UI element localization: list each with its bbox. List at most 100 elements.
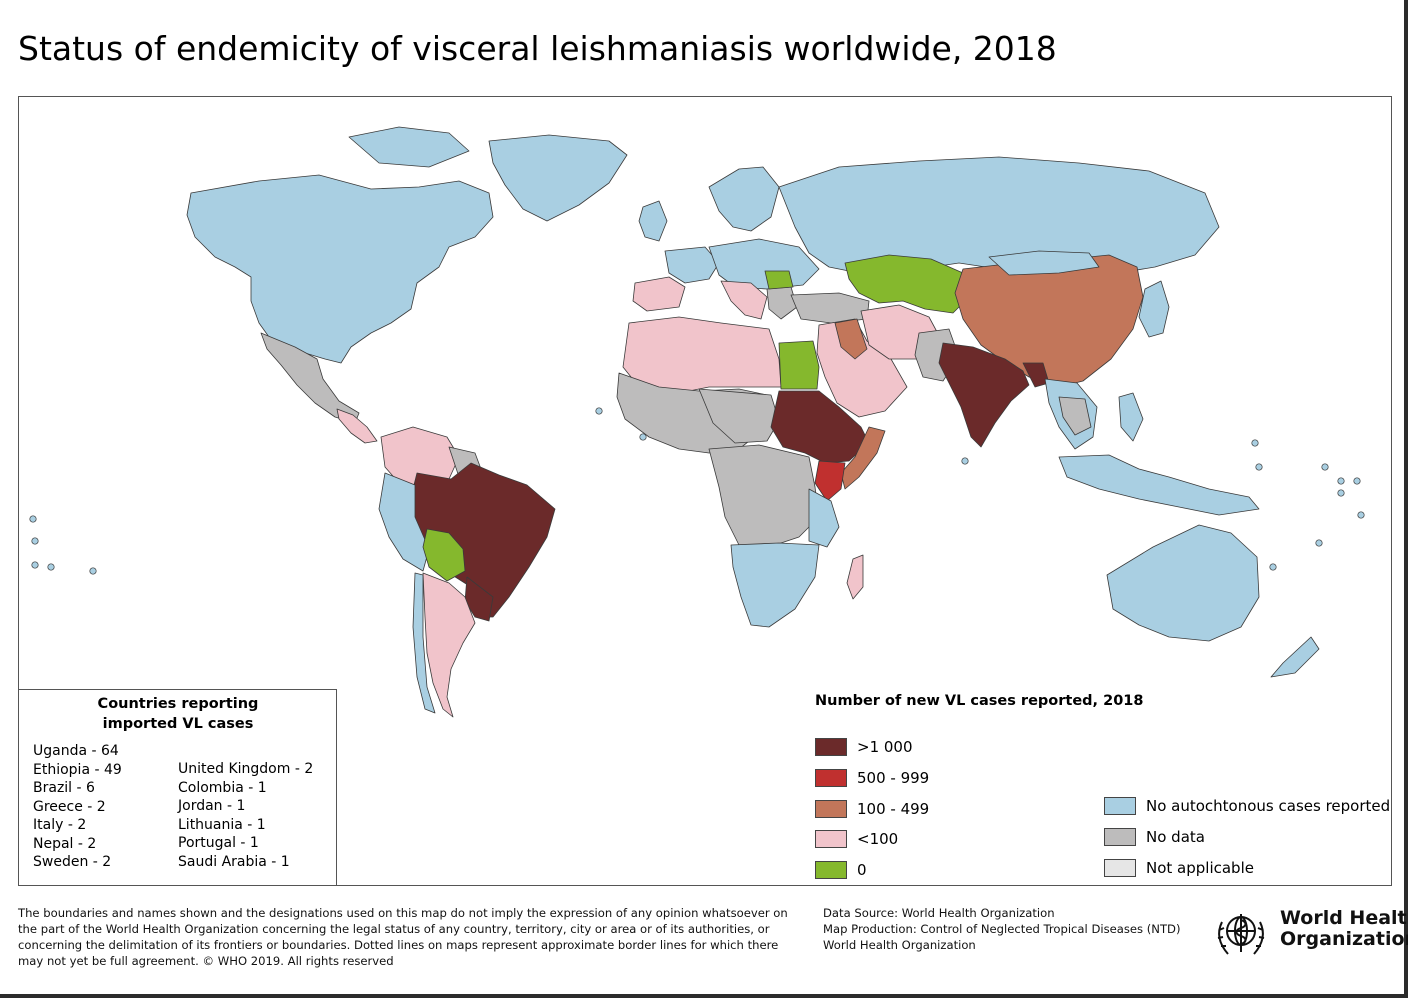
legend-label: No autochtonous cases reported: [1146, 797, 1391, 815]
region-sudan-ethiopia: [770, 390, 870, 464]
source-line1: Data Source: World Health Organization: [823, 906, 1055, 920]
island-marker: [31, 537, 39, 545]
map-title: Status of endemicity of visceral leishma…: [18, 29, 1057, 68]
island-marker: [961, 457, 969, 465]
region-new-zealand: [1270, 636, 1320, 678]
window-edge-right: [1404, 0, 1408, 998]
imported-country-item: Ethiopia - 49: [33, 761, 122, 778]
data-source: Data Source: World Health Organization M…: [823, 905, 1181, 953]
region-central-europe: [708, 238, 820, 290]
island-marker: [1269, 563, 1277, 571]
imported-country-item: Uganda - 64: [33, 743, 119, 759]
legend-label: 500 - 999: [857, 768, 930, 787]
imported-title-line2: imported VL cases: [102, 716, 254, 732]
region-chile-strip: [412, 572, 436, 714]
imported-list-col2: United Kingdom - 2 Colombia - 1 Jordan - 1…: [178, 760, 313, 871]
region-greenland: [488, 134, 628, 222]
region-turkey-caucasus: [790, 292, 870, 324]
imported-title-line1: Countries reporting: [97, 696, 259, 712]
region-southern-africa: [730, 542, 820, 628]
legend-label: 0: [857, 861, 867, 880]
legend-label: <100: [857, 830, 899, 849]
imported-country-item: Lithuania - 1: [178, 816, 266, 833]
imported-cases-title: Countries reporting imported VL cases: [19, 690, 337, 734]
region-canada-arctic-islands: [348, 126, 470, 168]
region-romania: [764, 270, 794, 290]
imported-country-item: United Kingdom - 2: [178, 761, 314, 777]
region-east-africa: [808, 488, 840, 548]
legend-title: Number of new VL cases reported, 2018: [815, 693, 1144, 709]
imported-country-item: Colombia - 1: [178, 779, 267, 796]
region-scandinavia: [708, 166, 780, 232]
legend-label: Not applicable: [1146, 858, 1254, 877]
region-iberia: [632, 276, 686, 312]
island-marker: [89, 567, 97, 575]
region-philippines: [1118, 392, 1144, 442]
region-australia: [1106, 524, 1260, 642]
who-emblem-icon: [1217, 914, 1265, 955]
who-logo-line2: Organization: [1280, 928, 1408, 950]
legend-swatch: [1104, 797, 1136, 815]
region-chad-niger: [698, 388, 780, 444]
region-middle-east: [816, 318, 908, 418]
who-logo: World Health Organization: [1210, 902, 1408, 966]
region-mongolia: [988, 250, 1100, 276]
region-egypt: [778, 340, 820, 390]
island-marker: [29, 515, 37, 523]
window-edge-bottom: [0, 994, 1408, 998]
region-central-africa: [708, 444, 820, 548]
region-central-america: [336, 408, 378, 444]
imported-list-col1: Uganda - 64 Ethiopia - 49 Brazil - 6 Greece…: [33, 742, 122, 872]
imported-country-item: Italy - 2: [33, 817, 87, 833]
imported-country-item: Sweden - 2: [33, 854, 112, 870]
island-marker: [47, 563, 55, 571]
island-marker: [1337, 477, 1345, 485]
world-map: [29, 126, 1365, 718]
region-peru-ecuador: [378, 472, 430, 572]
legend-swatch: [1104, 858, 1136, 877]
source-line3: World Health Organization: [823, 938, 976, 952]
imported-country-item: Jordan - 1: [178, 798, 246, 814]
island-marker: [1255, 463, 1263, 471]
region-uk-ireland: [638, 200, 668, 242]
imported-country-item: Brazil - 6: [33, 780, 95, 796]
region-indonesia-malaysia: [1058, 454, 1260, 516]
who-logo-text: World Health Organization: [1280, 908, 1408, 950]
region-iraq-iran-c100: [834, 318, 868, 360]
region-india: [938, 342, 1030, 448]
imported-country-item: Greece - 2: [33, 798, 106, 815]
legend-swatch: [815, 830, 847, 849]
legend-swatch: [815, 738, 847, 756]
region-indochina: [1058, 396, 1092, 436]
imported-cases-box: Countries reporting imported VL cases Ug…: [19, 689, 337, 885]
legend-label: No data: [1146, 827, 1205, 846]
region-argentina-chile: [422, 572, 476, 718]
imported-country-item: Portugal - 1: [178, 835, 259, 851]
legend-label: >1 000: [857, 738, 913, 756]
disclaimer-text: The boundaries and names shown and the d…: [18, 906, 788, 968]
island-marker: [1337, 489, 1345, 497]
island-marker: [1315, 539, 1323, 547]
region-kenya: [814, 460, 846, 502]
imported-country-item: Nepal - 2: [33, 835, 97, 852]
region-bolivia: [422, 528, 466, 582]
region-north-america: [186, 174, 494, 364]
island-marker: [31, 561, 39, 569]
region-france-uk: [664, 246, 720, 284]
imported-country-item: Saudi Arabia - 1: [178, 853, 290, 870]
island-marker: [639, 433, 647, 441]
legend-label: 100 - 499: [857, 799, 930, 818]
source-line2: Map Production: Control of Neglected Tro…: [823, 922, 1181, 936]
legend-swatch: [1104, 827, 1136, 846]
island-marker: [1357, 511, 1365, 519]
legend-swatch: [815, 768, 847, 787]
island-marker: [1251, 439, 1259, 447]
island-marker: [595, 407, 603, 415]
legend-swatch: [815, 799, 847, 818]
island-marker: [1321, 463, 1329, 471]
region-kazakhstan-central-asia: [844, 254, 970, 314]
region-somalia: [840, 426, 886, 490]
region-madagascar: [846, 554, 864, 600]
region-japan-korea: [1138, 280, 1170, 338]
legend-swatch: [815, 861, 847, 880]
